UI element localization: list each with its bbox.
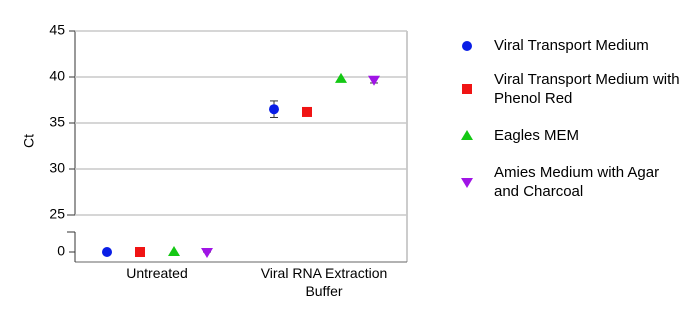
legend-item: Eagles MEM <box>460 126 690 145</box>
marker <box>461 178 473 188</box>
x-tick-label: Viral RNA Extraction Buffer <box>260 265 388 299</box>
marker <box>462 84 472 94</box>
y-tick-label: 30 <box>49 160 65 176</box>
legend-marker <box>461 178 473 188</box>
y-tick-label: 40 <box>49 68 65 84</box>
marker <box>335 72 347 83</box>
marker <box>368 75 380 86</box>
y-tick-label: 45 <box>49 22 65 38</box>
y-axis-label: Ct <box>21 134 37 148</box>
legend-item: Amies Medium with Agar and Charcoal <box>460 163 690 201</box>
marker <box>302 106 312 117</box>
plot-area: Ct 25 30 35 40 45 0 <box>21 22 408 263</box>
legend-label: Amies Medium with Agar and Charcoal <box>494 164 660 200</box>
legend-marker <box>462 84 472 94</box>
marker <box>201 248 213 258</box>
legend-label: Eagles MEM <box>494 127 580 144</box>
marker <box>269 104 279 115</box>
marker <box>461 129 473 140</box>
legend-item: Viral Transport Medium <box>460 36 690 55</box>
legend-item: Viral Transport Medium with Phenol Red <box>460 70 690 108</box>
y-tick-label: 25 <box>49 206 65 222</box>
legend-label: Viral Transport Medium with Phenol Red <box>494 71 680 107</box>
marker <box>462 40 472 51</box>
legend-label: Viral Transport Medium <box>494 37 649 54</box>
x-tick-label: Untreated <box>126 265 188 281</box>
marker <box>102 247 112 257</box>
legend-marker <box>461 129 473 140</box>
y-tick-label: 35 <box>49 114 65 130</box>
marker <box>168 246 180 256</box>
marker <box>135 247 145 257</box>
y-tick-label: 0 <box>57 243 65 259</box>
legend-marker <box>462 40 472 51</box>
